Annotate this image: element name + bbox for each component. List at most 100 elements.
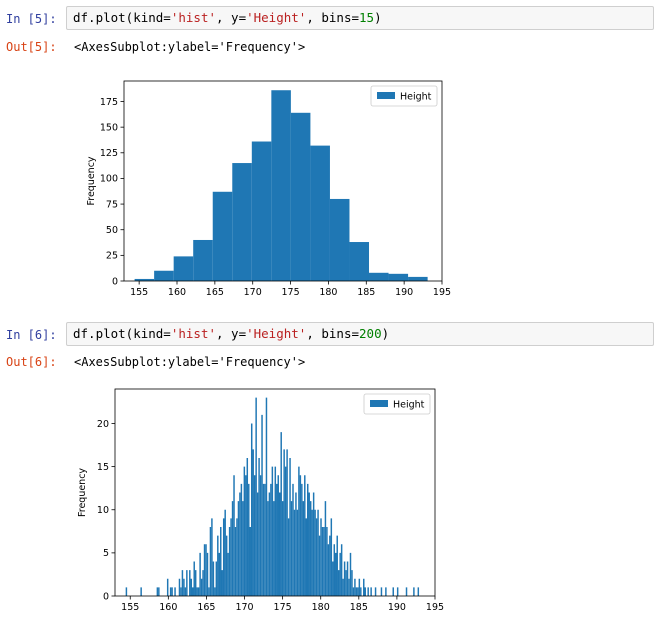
histogram-bar [388, 273, 409, 281]
histogram-bar [405, 587, 408, 596]
histogram-bar [284, 466, 287, 596]
code-token: ) [381, 326, 390, 341]
histogram-bar [222, 518, 225, 596]
histogram-bar [125, 587, 128, 596]
histogram-bar [261, 414, 263, 596]
histogram-bar [255, 397, 257, 596]
histogram-bar [310, 145, 330, 281]
histogram-bar [220, 527, 222, 596]
histogram-bar [194, 570, 197, 596]
histogram-bars [134, 90, 428, 281]
histogram-bar [228, 527, 231, 596]
histogram-bar [203, 544, 206, 596]
histogram-bar [154, 270, 174, 281]
histogram-bar [330, 518, 333, 596]
x-tick-label: 185 [357, 287, 375, 298]
histogram-bar [249, 527, 251, 596]
x-tick-label: 170 [235, 602, 253, 613]
histogram-bar [180, 587, 182, 596]
code-input[interactable]: df.plot(kind='hist', y='Height', bins=20… [66, 322, 654, 346]
y-tick-label: 175 [100, 97, 118, 108]
histogram-bar [340, 544, 343, 596]
code-input[interactable]: df.plot(kind='hist', y='Height', bins=15… [66, 6, 654, 30]
histogram-bar [252, 449, 254, 596]
histogram-bar [329, 535, 331, 596]
histogram-bar [234, 527, 237, 596]
histogram-bar [134, 278, 155, 281]
histogram-bar [339, 552, 341, 596]
x-tick-label: 175 [274, 602, 292, 613]
histogram-bar [320, 518, 322, 596]
input-prompt: In [6]: [6, 328, 57, 342]
x-tick-label: 190 [395, 287, 413, 298]
histogram-bar [351, 570, 353, 596]
histogram-bar [156, 587, 159, 596]
code-token: , bins= [306, 326, 360, 341]
histogram-bar [321, 527, 324, 596]
histogram-bar [264, 483, 266, 596]
histogram-bar [370, 587, 372, 596]
histogram-bar [183, 578, 185, 596]
histogram-bar [233, 475, 235, 596]
histogram-bar [278, 492, 281, 596]
legend-box [370, 85, 438, 107]
x-tick-label: 175 [282, 287, 300, 298]
histogram-bar [396, 587, 399, 596]
histogram-bar [199, 552, 201, 596]
histogram-bar [253, 475, 256, 596]
code-token: df.plot(kind= [73, 10, 171, 25]
histogram-bar [225, 535, 228, 596]
histogram-bar [332, 561, 334, 596]
histogram-bar [215, 561, 218, 596]
histogram-bar [326, 527, 328, 596]
legend-swatch [377, 92, 395, 99]
histogram-bar [196, 587, 198, 596]
histogram-bar [345, 570, 347, 596]
histogram-bar [200, 578, 203, 596]
histogram-bar [158, 587, 160, 596]
histogram-bar [208, 587, 210, 596]
histogram-bar [290, 112, 311, 281]
x-tick-label: 165 [197, 602, 215, 613]
histogram-bar [413, 587, 415, 596]
y-tick-label: 0 [112, 276, 118, 287]
histogram-bar [268, 492, 271, 596]
output-text: <AxesSubplot:ylabel='Frequency'> [74, 40, 306, 54]
histogram-bar [281, 501, 284, 596]
legend: Height [363, 393, 431, 415]
y-tick-label: 75 [106, 199, 118, 210]
legend: Height [370, 85, 438, 107]
histogram-plot: 155 160 165 170 175 180 185 190 195 0 25 50 75 100 125… [86, 80, 451, 298]
histogram-bar [270, 483, 272, 596]
output-prompt: Out[6]: [6, 355, 57, 369]
histogram-bar [307, 483, 309, 596]
x-tick-label: 165 [206, 287, 224, 298]
code-token: , y= [216, 10, 247, 25]
histogram-bar [349, 242, 370, 281]
code-string: 'Height' [246, 10, 307, 25]
histogram-bar [327, 544, 330, 596]
x-tick-label: 160 [159, 602, 177, 613]
histogram-bar [169, 587, 172, 596]
histogram-bar [251, 141, 272, 281]
histogram-bar [286, 449, 288, 596]
histogram-bar [243, 466, 246, 596]
histogram-bar [348, 578, 350, 596]
histogram-bar [280, 432, 282, 596]
histogram-bar [333, 544, 336, 596]
code-number: 15 [359, 10, 375, 25]
histogram-bar [408, 276, 428, 281]
y-tick-label: 125 [100, 148, 118, 159]
histogram-bar [385, 587, 387, 596]
histogram-bar [171, 587, 173, 596]
y-tick-label: 100 [100, 174, 118, 185]
histogram-bar [357, 587, 359, 596]
histogram-bar [309, 501, 312, 596]
histogram-bar [337, 570, 340, 596]
histogram-bar [329, 198, 350, 281]
histogram-bar [363, 578, 365, 596]
histogram-bar [246, 458, 249, 596]
histogram-bar [355, 587, 358, 596]
histogram-bar [236, 518, 238, 596]
histogram-bar [239, 492, 241, 596]
